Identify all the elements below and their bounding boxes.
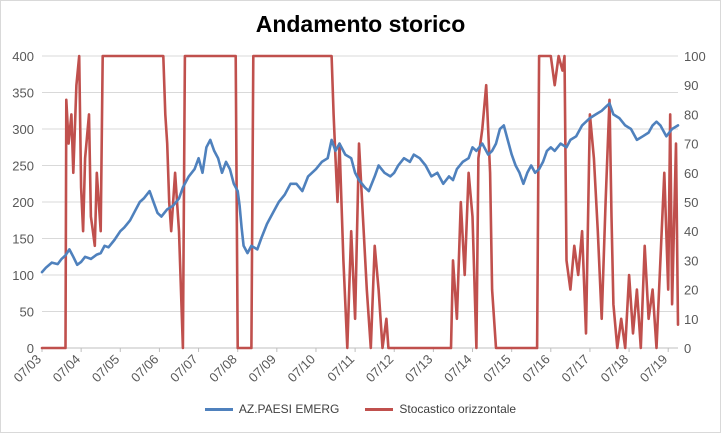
series-line-1	[40, 102, 680, 274]
left-tick-label: 400	[12, 49, 34, 64]
x-tick-label: 07/12	[363, 352, 397, 386]
right-tick-label: 90	[684, 78, 698, 93]
x-tick-label: 07/09	[245, 352, 279, 386]
x-tick-label: 07/14	[441, 352, 475, 386]
left-tick-label: 100	[12, 268, 34, 283]
x-tick-label: 07/03	[11, 352, 45, 386]
x-tick-label: 07/11	[324, 352, 357, 385]
x-tick-label: 07/08	[206, 352, 240, 386]
x-axis-tick-labels: 07/03 07/04 07/05 07/06 07/07 07/08 07/09 07/10…	[11, 352, 671, 386]
x-tick-label: 07/06	[128, 352, 162, 386]
left-tick-label: 250	[12, 159, 34, 174]
right-axis-tick-labels: 0 10 20 30 40 50 60 70 80 90 100	[684, 49, 706, 356]
x-tick-label: 07/04	[50, 352, 84, 386]
x-tick-label: 07/19	[637, 352, 671, 386]
x-tick-label: 07/15	[480, 352, 514, 386]
legend: AZ.PAESI EMERG Stocastico orizzontale	[0, 402, 721, 416]
gridlines	[42, 55, 678, 312]
x-tick-label: 07/16	[519, 352, 553, 386]
left-tick-label: 300	[12, 122, 34, 137]
right-tick-label: 100	[684, 49, 706, 64]
chart-title: Andamento storico	[255, 11, 466, 37]
axes	[41, 347, 678, 352]
legend-item-series-1: AZ.PAESI EMERG	[204, 402, 340, 416]
legend-label-series-2: Stocastico orizzontale	[399, 402, 517, 416]
x-tick-label: 07/18	[598, 352, 632, 386]
legend-item-series-2: Stocastico orizzontale	[365, 402, 516, 416]
right-tick-label: 10	[684, 312, 698, 327]
left-axis-tick-labels: 0 50 100 150 200 250 300 350 400	[12, 49, 34, 356]
right-tick-label: 80	[684, 107, 698, 122]
x-tick-label: 07/13	[402, 352, 436, 386]
right-tick-label: 40	[684, 224, 698, 239]
series-line-2	[40, 54, 680, 350]
left-tick-label: 50	[20, 305, 34, 320]
x-tick-label: 07/05	[89, 352, 123, 386]
left-tick-label: 350	[12, 86, 34, 101]
right-tick-label: 0	[684, 341, 691, 356]
right-tick-label: 50	[684, 195, 698, 210]
left-tick-label: 150	[12, 232, 34, 247]
x-tick-label: 07/17	[558, 352, 592, 386]
x-tick-label: 07/10	[284, 352, 318, 386]
legend-swatch-series-2	[365, 407, 394, 411]
left-tick-label: 200	[12, 195, 34, 210]
legend-label-series-1: AZ.PAESI EMERG	[238, 402, 340, 416]
x-tick-label: 07/07	[167, 352, 201, 386]
right-tick-label: 60	[684, 166, 698, 181]
right-tick-label: 70	[684, 137, 698, 152]
right-tick-label: 30	[684, 253, 698, 268]
legend-swatch-series-1	[204, 407, 233, 411]
left-tick-label: 0	[27, 341, 34, 356]
series-layer	[40, 54, 680, 350]
right-tick-label: 20	[684, 283, 698, 298]
